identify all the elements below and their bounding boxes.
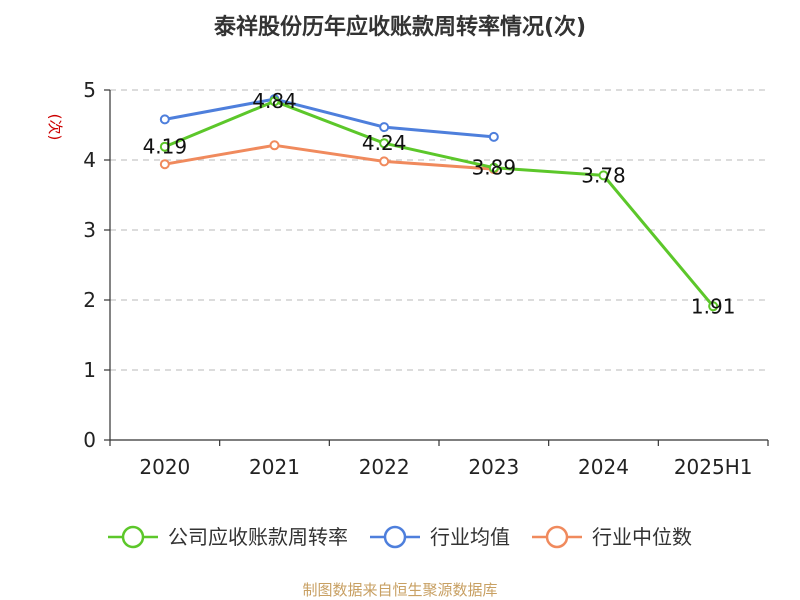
x-tick-label-2020: 2020 [139,455,190,479]
series-0-point-2023 [488,162,499,173]
data-label-2023: 3.89 [472,156,517,180]
y-tick-label-2: 2 [83,288,96,312]
legend-item-0[interactable]: 公司应收账款周转率 [108,525,348,549]
data-label-2021: 4.84 [252,89,297,113]
legend-label: 行业中位数 [592,525,692,549]
source-note: 制图数据来自恒生聚源数据库 [302,581,497,599]
x-tick-label-2024: 2024 [578,455,629,479]
series-0-point-2025H1 [708,301,719,312]
legend-item-2[interactable]: 行业中位数 [532,525,692,549]
series-1-point-2022 [379,122,390,133]
series-0-point-2020 [159,141,170,152]
series-line-1 [163,97,496,139]
y-tick-label-5: 5 [83,78,96,102]
series-1-point-2023 [488,131,499,142]
data-label-2024: 3.78 [581,163,626,187]
legend: 公司应收账款周转率 行业均值 行业中位数 [108,525,692,549]
legend-circle-symbol [545,525,569,549]
data-label-2020: 4.19 [143,135,188,159]
series-0-point-2021 [269,96,280,107]
y-axis-label: (次) [46,114,64,141]
data-label-2025H1: 1.91 [691,294,736,318]
data-labels: 4.19 4.84 4.24 3.89 3.78 1.91 [143,89,736,318]
series-layer [159,94,719,312]
axes: 0 1 2 3 4 5 2020 2021 2022 2023 2024 2025H1 [83,78,769,479]
series-line-2 [163,143,496,171]
series-0-point-2022 [379,138,390,149]
series-2-point-2021 [269,140,280,151]
legend-item-1[interactable]: 行业均值 [370,525,510,549]
chart-title: 泰祥股份历年应收账款周转率情况(次) [213,14,586,40]
x-tick-label-2022: 2022 [359,455,410,479]
x-tick-label-2025H1: 2025H1 [674,455,753,479]
legend-circle-symbol [121,525,145,549]
series-2-point-2020 [159,159,170,170]
x-tick-label-2023: 2023 [468,455,519,479]
series-line-0 [163,99,715,308]
y-tick-label-0: 0 [83,428,96,452]
legend-circle-symbol [383,525,407,549]
legend-label: 公司应收账款周转率 [168,525,348,549]
series-1-point-2020 [159,114,170,125]
series-0-point-2024 [598,170,609,181]
y-tick-label-4: 4 [83,148,96,172]
data-label-2022: 4.24 [362,131,407,155]
y-tick-label-3: 3 [83,218,96,242]
series-2-point-2022 [379,156,390,167]
y-tick-label-1: 1 [83,358,96,382]
x-tick-label-2021: 2021 [249,455,300,479]
legend-label: 行业均值 [430,525,510,549]
